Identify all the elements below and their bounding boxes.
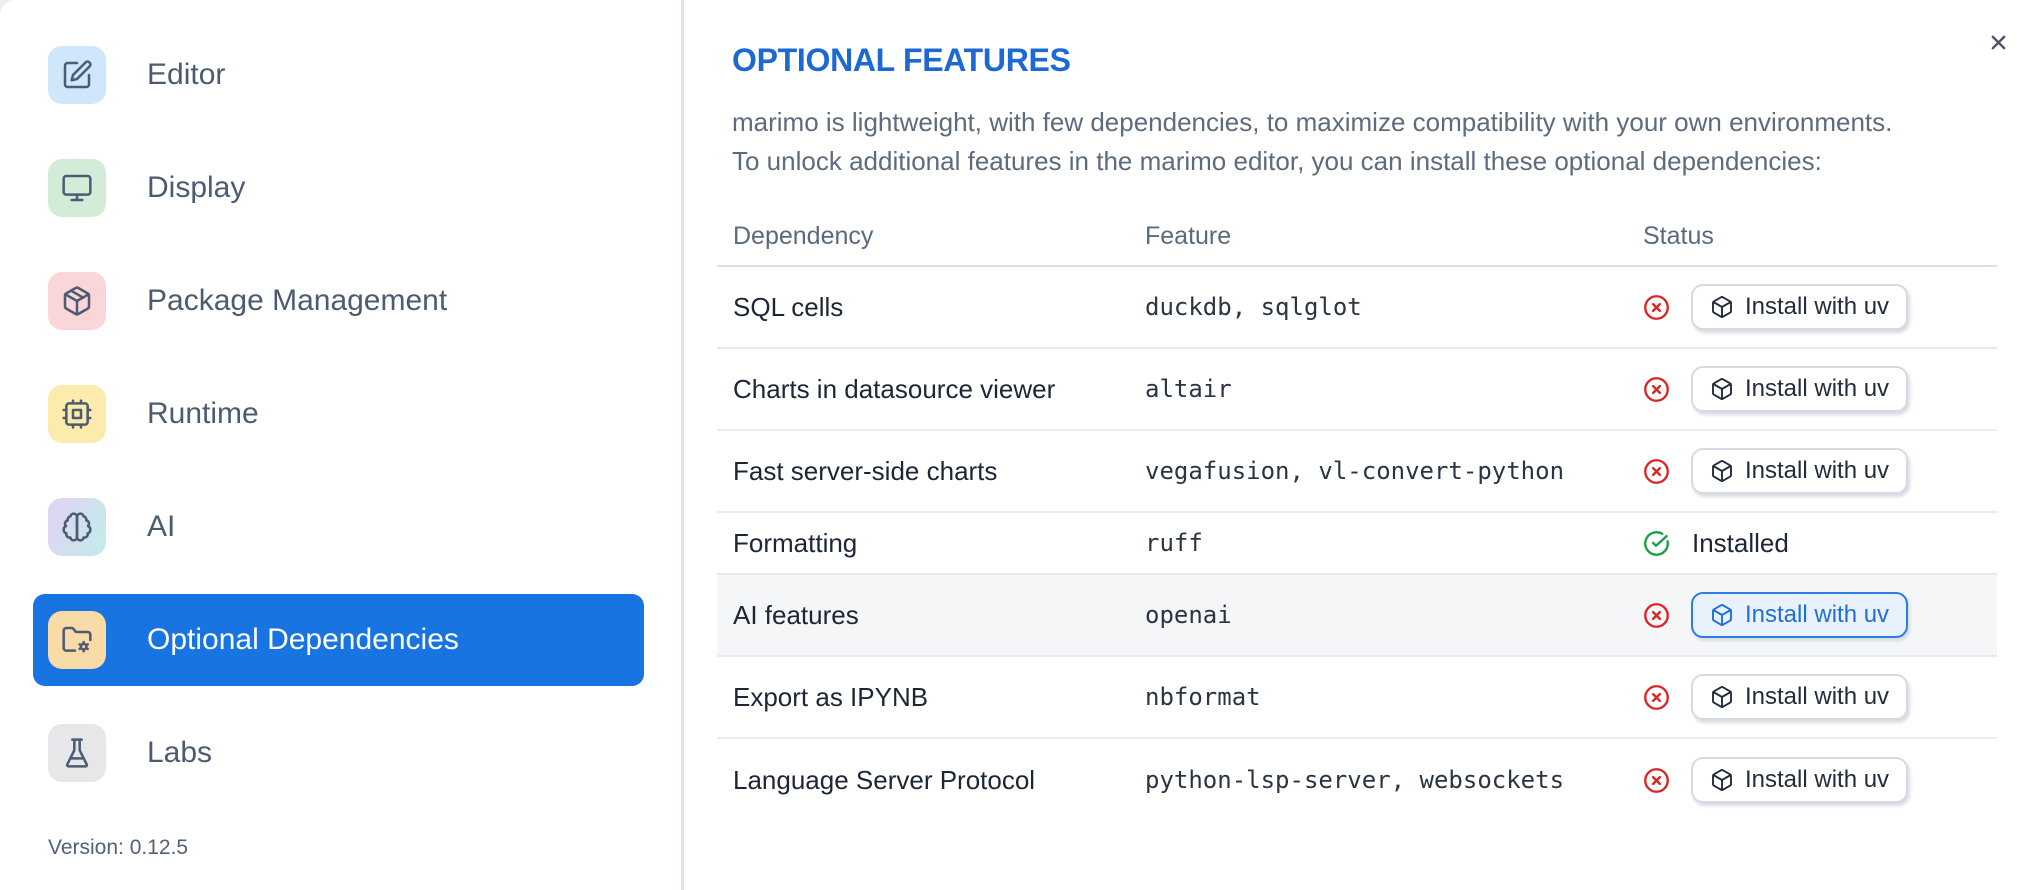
column-header-status: Status: [1643, 221, 1714, 250]
feature-cell: openai: [1145, 601, 1232, 629]
sidebar-item-label: Runtime: [147, 397, 259, 430]
settings-sidebar: Editor Display Package Management Runtim…: [0, 0, 684, 890]
not-installed-x-icon: [1643, 376, 1670, 403]
table-row-export-as-ipynb: Export as IPYNB nbformat Install with uv: [717, 657, 1997, 739]
table-header-row: Dependency Feature Status: [717, 207, 1997, 267]
close-button[interactable]: [1980, 24, 2016, 60]
dependency-cell: AI features: [733, 599, 859, 630]
feature-cell: vegafusion, vl-convert-python: [1145, 457, 1565, 485]
not-installed-x-icon: [1643, 294, 1670, 321]
not-installed-x-icon: [1643, 458, 1670, 485]
sidebar-item-display[interactable]: Display: [33, 142, 644, 234]
package-box-icon: [1710, 459, 1734, 483]
feature-cell: nbformat: [1145, 683, 1261, 711]
install-button-label: Install with uv: [1745, 457, 1890, 484]
sidebar-item-label: AI: [147, 510, 176, 543]
dependency-cell: Language Server Protocol: [733, 764, 1036, 795]
not-installed-x-icon: [1643, 602, 1670, 629]
install-with-uv-button[interactable]: Install with uv: [1691, 448, 1909, 494]
brain-icon: [48, 498, 106, 556]
dependency-cell: Formatting: [733, 527, 858, 558]
package-icon: [48, 272, 106, 330]
install-with-uv-button[interactable]: Install with uv: [1691, 674, 1909, 720]
status-cell: Install with uv: [1643, 757, 1997, 803]
table-row-sql-cells: SQL cells duckdb, sqlglot Install with u…: [717, 267, 1997, 349]
table-row-fast-server-side-charts: Fast server-side charts vegafusion, vl-c…: [717, 431, 1997, 513]
column-header-dependency: Dependency: [733, 221, 874, 250]
page-title: OPTIONAL FEATURES: [732, 42, 1071, 78]
monitor-icon: [48, 159, 106, 217]
package-box-icon: [1710, 768, 1734, 792]
page-description: marimo is lightweight, with few dependen…: [732, 103, 1997, 181]
edit-icon: [48, 46, 106, 104]
sidebar-item-label: Editor: [147, 58, 226, 91]
flask-icon: [48, 724, 106, 782]
table-row-formatting: Formatting ruff Installed: [717, 513, 1997, 575]
dependency-cell: SQL cells: [733, 291, 844, 322]
install-button-label: Install with uv: [1745, 375, 1890, 402]
sidebar-item-label: Display: [147, 171, 246, 204]
not-installed-x-icon: [1643, 767, 1670, 794]
status-cell: Install with uv: [1643, 448, 1997, 494]
install-with-uv-button[interactable]: Install with uv: [1691, 592, 1909, 638]
dependency-cell: Export as IPYNB: [733, 681, 929, 712]
installed-check-icon: [1643, 530, 1670, 557]
table-row-charts-in-datasource-viewer: Charts in datasource viewer altair Insta…: [717, 349, 1997, 431]
install-with-uv-button[interactable]: Install with uv: [1691, 366, 1909, 412]
install-button-label: Install with uv: [1745, 293, 1890, 320]
description-line-1: marimo is lightweight, with few dependen…: [732, 107, 1893, 137]
cpu-icon: [48, 385, 106, 443]
version-label: Version: 0.12.5: [48, 836, 189, 859]
table-row-ai-features: AI features openai Install with uv: [717, 575, 1997, 657]
feature-cell: altair: [1145, 375, 1232, 403]
package-box-icon: [1710, 685, 1734, 709]
sidebar-item-package-management[interactable]: Package Management: [33, 255, 644, 347]
install-button-label: Install with uv: [1745, 601, 1890, 628]
package-box-icon: [1710, 603, 1734, 627]
install-button-label: Install with uv: [1745, 683, 1890, 710]
sidebar-item-optional-dependencies[interactable]: Optional Dependencies: [33, 594, 644, 686]
sidebar-item-label: Labs: [147, 736, 213, 769]
optional-features-panel: OPTIONAL FEATURES marimo is lightweight,…: [687, 0, 2042, 890]
package-box-icon: [1710, 377, 1734, 401]
status-cell: Install with uv: [1643, 284, 1997, 330]
not-installed-x-icon: [1643, 684, 1670, 711]
feature-cell: ruff: [1145, 529, 1203, 557]
dependencies-table: Dependency Feature Status SQL cells duck…: [717, 207, 1997, 821]
dependency-cell: Charts in datasource viewer: [733, 373, 1056, 404]
close-icon: [1987, 31, 2010, 54]
install-with-uv-button[interactable]: Install with uv: [1691, 284, 1909, 330]
sidebar-item-labs[interactable]: Labs: [33, 707, 644, 799]
status-cell: Installed: [1643, 528, 1997, 559]
description-line-2: To unlock additional features in the mar…: [732, 146, 1822, 176]
folder-cog-icon: [48, 611, 106, 669]
sidebar-item-label: Package Management: [147, 284, 448, 317]
installed-label: Installed: [1692, 527, 1789, 558]
status-cell: Install with uv: [1643, 592, 1997, 638]
feature-cell: duckdb, sqlglot: [1145, 293, 1362, 321]
table-row-language-server-protocol: Language Server Protocol python-lsp-serv…: [717, 739, 1997, 821]
feature-cell: python-lsp-server, websockets: [1145, 766, 1565, 794]
sidebar-item-ai[interactable]: AI: [33, 481, 644, 573]
dependency-cell: Fast server-side charts: [733, 455, 998, 486]
status-cell: Install with uv: [1643, 366, 1997, 412]
install-button-label: Install with uv: [1745, 766, 1890, 793]
sidebar-item-editor[interactable]: Editor: [33, 29, 644, 121]
package-box-icon: [1710, 295, 1734, 319]
sidebar-item-label: Optional Dependencies: [147, 623, 459, 656]
status-cell: Install with uv: [1643, 674, 1997, 720]
sidebar-item-runtime[interactable]: Runtime: [33, 368, 644, 460]
column-header-feature: Feature: [1145, 221, 1232, 250]
install-with-uv-button[interactable]: Install with uv: [1691, 757, 1909, 803]
